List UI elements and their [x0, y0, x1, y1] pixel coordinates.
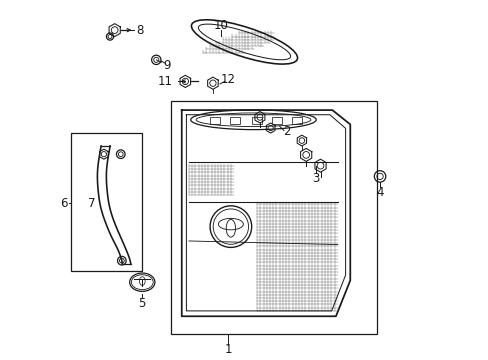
Text: 3: 3 [312, 172, 319, 185]
Text: 8: 8 [136, 24, 143, 37]
Text: 2: 2 [282, 125, 289, 138]
Text: 7: 7 [88, 197, 96, 210]
Text: 5: 5 [138, 297, 146, 310]
Text: 12: 12 [221, 73, 235, 86]
Text: 9: 9 [163, 59, 171, 72]
Text: 1: 1 [224, 343, 232, 356]
Text: 11: 11 [158, 75, 172, 88]
Text: 6: 6 [60, 197, 68, 210]
Text: 10: 10 [213, 19, 228, 32]
Text: 4: 4 [376, 186, 383, 199]
